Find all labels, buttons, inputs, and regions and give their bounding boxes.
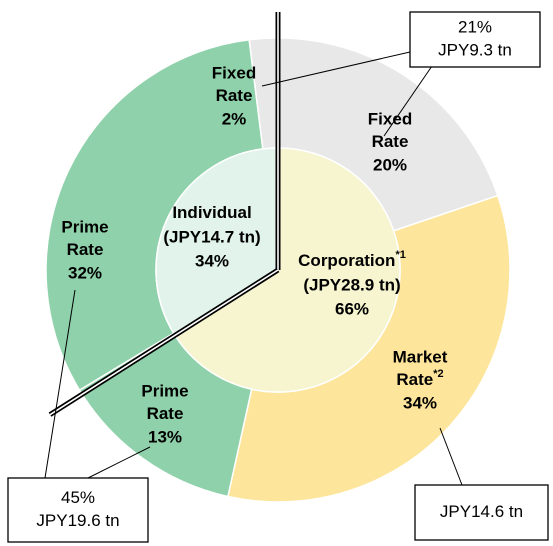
callout-text: JPY19.6 tn	[36, 511, 119, 530]
value-label: 20%	[373, 155, 407, 174]
label-line: Prime	[61, 217, 108, 236]
label-line: Fixed	[368, 109, 412, 128]
label-line: Rate	[67, 240, 104, 259]
callout-box	[409, 11, 541, 68]
label-line: Fixed	[212, 63, 256, 82]
callout-text: 45%	[61, 488, 95, 507]
value-label: 34%	[195, 251, 229, 270]
segment-label: Market Rate*2 34%	[393, 347, 448, 412]
value-label: 34%	[403, 393, 437, 412]
label-word: Rate	[67, 240, 104, 259]
label-line: Rate	[216, 86, 253, 105]
segment-label: Prime Rate 13%	[141, 381, 188, 446]
callout-box	[7, 477, 149, 543]
category-label: Corporation*1	[298, 249, 406, 271]
value-label: 66%	[335, 299, 369, 318]
label-word: Rate	[396, 370, 433, 389]
label-word: Rate	[216, 86, 253, 105]
callout: 45% JPY19.6 tn	[7, 477, 149, 543]
category-marker: *1	[395, 249, 405, 261]
category-name: Individual	[172, 203, 251, 222]
callout: 21% JPY9.3 tn	[409, 11, 541, 68]
inner-label: Corporation*1 (JPY28.9 tn) 66%	[298, 249, 406, 319]
label-line: Rate	[147, 404, 184, 423]
callout-text: 21%	[458, 17, 492, 36]
label-marker: *2	[433, 368, 443, 380]
callout-text: JPY9.3 tn	[438, 40, 512, 59]
label-line: Rate	[372, 132, 409, 151]
leader-line	[261, 51, 411, 87]
leader-line	[383, 65, 433, 137]
label-line: Prime	[141, 381, 188, 400]
label-line: Market	[393, 347, 448, 366]
label-word: Rate	[372, 132, 409, 151]
amount-label: (JPY14.7 tn)	[163, 227, 260, 246]
label-line: Rate*2	[396, 368, 443, 390]
callout: JPY14.6 tn	[414, 484, 549, 541]
value-label: 32%	[68, 263, 102, 282]
label-word: Rate	[147, 404, 184, 423]
leader-line	[87, 446, 151, 479]
leader-line	[44, 289, 76, 479]
value-label: 13%	[148, 427, 182, 446]
callout-text: JPY14.6 tn	[440, 502, 523, 521]
amount-label: (JPY28.9 tn)	[303, 275, 400, 294]
callout-box	[414, 484, 549, 541]
segment-label: Fixed Rate 2%	[212, 63, 256, 128]
leader-line	[439, 427, 463, 486]
segment-label: Prime Rate 32%	[61, 217, 108, 282]
category-label: Individual	[172, 203, 251, 222]
divider-gap	[49, 269, 279, 416]
category-name: Corporation	[298, 251, 395, 270]
inner-label: Individual (JPY14.7 tn) 34%	[163, 203, 260, 270]
segment-label: Fixed Rate 20%	[368, 109, 412, 174]
segment	[173, 147, 401, 393]
value-label: 2%	[222, 109, 247, 128]
